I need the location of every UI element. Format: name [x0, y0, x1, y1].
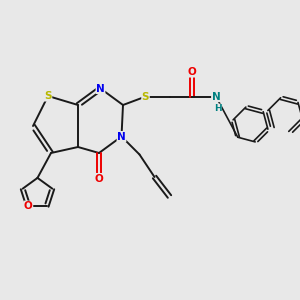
Text: O: O: [94, 173, 103, 184]
Text: O: O: [24, 201, 33, 211]
Text: H: H: [214, 104, 221, 113]
Text: S: S: [142, 92, 149, 102]
Text: N: N: [212, 92, 220, 102]
Text: O: O: [188, 67, 196, 77]
Text: S: S: [44, 91, 52, 101]
Text: N: N: [117, 131, 126, 142]
Text: N: N: [96, 83, 105, 94]
